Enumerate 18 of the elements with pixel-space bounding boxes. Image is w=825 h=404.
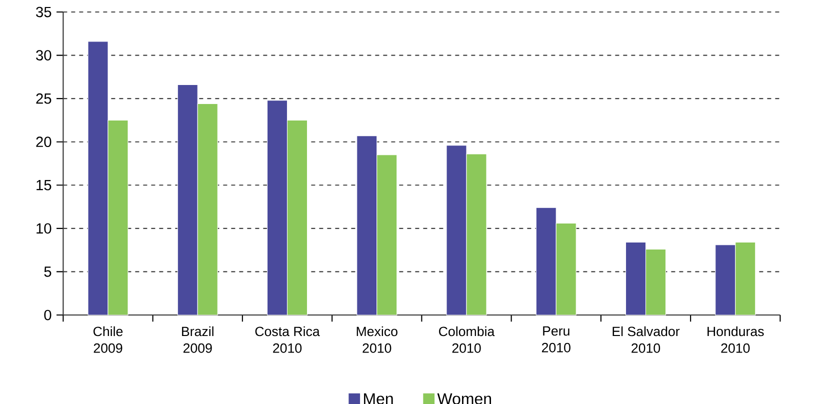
x-tick-label: Honduras 2010 — [708, 326, 764, 353]
y-tick-label: 35 — [36, 6, 52, 18]
x-tick-label: El Salvador 2010 — [612, 326, 680, 353]
y-tick-label: 30 — [36, 50, 52, 60]
x-tick-label: Colombia 2010 — [439, 326, 495, 353]
x-tick-label: Costa Rica 2010 — [255, 326, 320, 353]
legend-label: Men — [364, 393, 393, 404]
y-tick-label: 0 — [44, 310, 52, 320]
x-tick-label: Brazil 2009 — [182, 326, 214, 353]
x-tick-label: Chile 2009 — [93, 326, 123, 353]
y-tick-label: 15 — [36, 180, 52, 190]
y-tick-label: 10 — [36, 223, 52, 234]
x-tick-label: Peru 2010 — [542, 326, 570, 352]
x-tick-label: Mexico 2010 — [356, 326, 398, 353]
legend-label: Women — [437, 393, 492, 404]
y-tick-label: 20 — [36, 136, 52, 148]
y-tick-label: 5 — [44, 266, 52, 277]
y-tick-label: 25 — [36, 93, 52, 104]
